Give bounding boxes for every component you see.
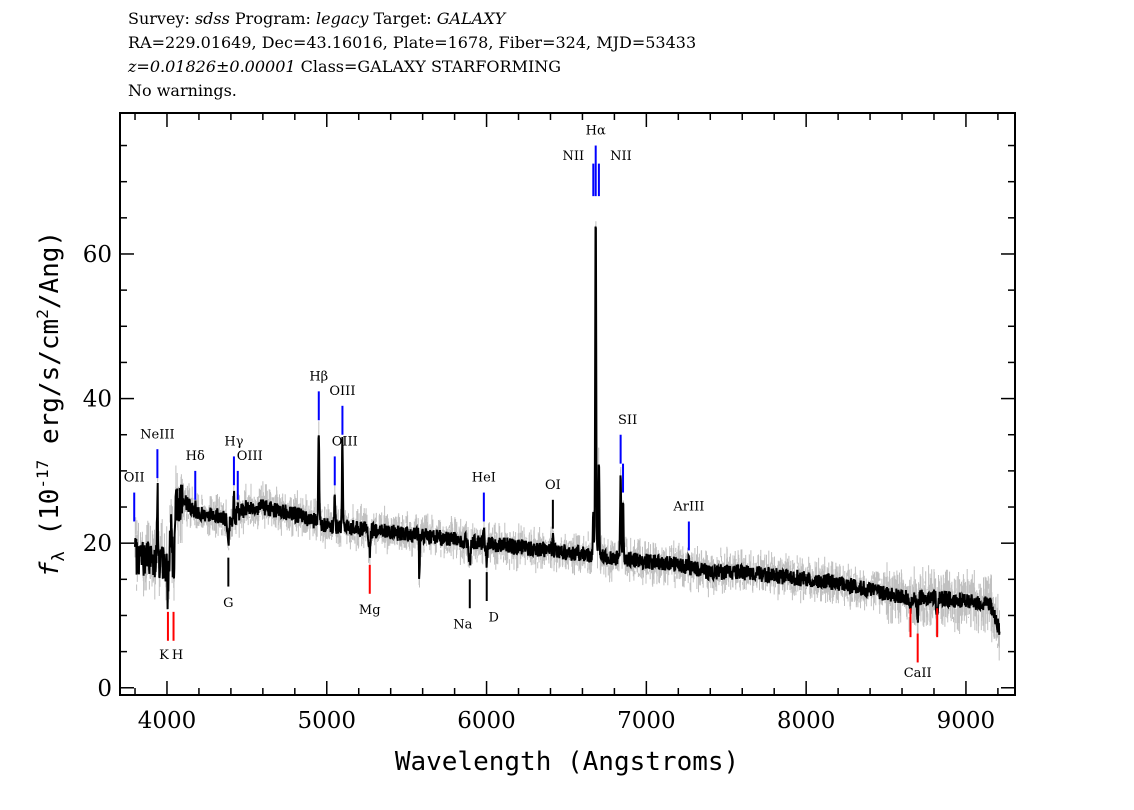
axis-ticks: 4000 5000 6000 7000 8000 9000 0 20 40 60 [83,113,1015,734]
spectrum-line [134,226,1001,635]
line-label: SII [618,413,637,428]
line-label: H [172,648,183,663]
y-tick-label: 0 [97,676,112,702]
line-label: OIII [332,435,358,450]
line-label: CaII [904,666,932,681]
x-axis-label: Wavelength (Angstroms) [395,747,739,777]
header-part: sdss [195,9,230,28]
x-tick-label: 6000 [457,708,516,734]
header-line3: z=0.01826±0.00001 Class=GALAXY STARFORMI… [127,57,561,76]
header-part: GALAXY [437,9,507,28]
line-label: OI [545,478,561,493]
x-tick-label: 8000 [777,708,836,734]
line-label: NII [562,149,584,164]
header-line1: Survey: sdss Program: legacy Target: GAL… [128,9,507,28]
line-label: Hβ [309,370,328,385]
line-label: K [159,648,169,663]
class: Class=GALAXY STARFORMING [296,57,561,76]
line-label: Na [453,617,472,632]
header-part: Target: [368,9,436,28]
header-part: Program: [230,9,316,28]
plot-frame [119,112,1016,696]
line-label: Hδ [186,449,205,464]
x-tick-label: 7000 [617,708,676,734]
header-line4: No warnings. [128,81,237,100]
y-axis-label: fλ (10-17 erg/s/cm2/Ang) [33,231,69,577]
line-label: ArIII [672,500,704,515]
line-label: OII [124,471,145,486]
y-tick-label: 40 [83,387,112,413]
header-part: legacy [316,9,369,28]
line-label: Hα [586,124,606,139]
line-label: G [223,596,233,611]
error-band [134,221,1000,661]
x-tick-label: 4000 [138,708,197,734]
line-label: OIII [237,449,263,464]
y-tick-label: 60 [83,242,112,268]
line-label: Hγ [224,435,243,450]
x-tick-label: 5000 [297,708,356,734]
header-part: Survey: [128,9,195,28]
line-label: NII [610,149,632,164]
header-line2: RA=229.01649, Dec=43.16016, Plate=1678, … [128,33,696,52]
x-tick-label: 9000 [937,708,996,734]
header: Survey: sdss Program: legacy Target: GAL… [127,9,696,100]
redshift: z=0.01826±0.00001 [127,57,296,76]
line-label: NeIII [140,427,174,442]
line-label: Mg [359,603,381,618]
y-tick-label: 20 [83,531,112,557]
line-label: HeI [472,471,496,486]
line-label: OIII [329,384,355,399]
line-label: D [489,610,499,625]
